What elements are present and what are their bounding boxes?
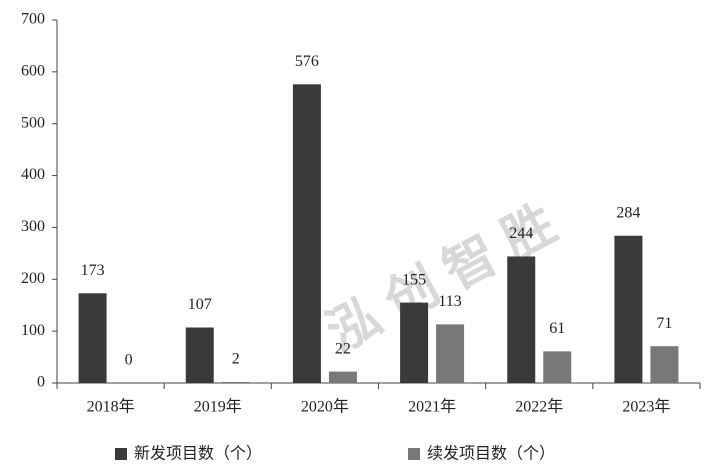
bar <box>221 381 250 383</box>
value-label: 284 <box>616 204 640 221</box>
bar <box>292 84 321 383</box>
value-label: 244 <box>509 225 533 242</box>
y-tick-label: 100 <box>21 322 45 339</box>
value-label: 71 <box>656 315 672 332</box>
x-tick-label: 2018年 <box>87 398 135 416</box>
bar <box>78 293 107 383</box>
bar <box>185 327 214 383</box>
bar <box>436 324 465 383</box>
value-label: 113 <box>438 293 461 310</box>
value-label: 576 <box>295 53 319 70</box>
y-tick-label: 0 <box>37 374 45 391</box>
value-label: 22 <box>335 340 351 357</box>
bar <box>507 256 536 383</box>
y-tick-label: 200 <box>21 270 45 287</box>
x-tick-label: 2022年 <box>515 398 563 416</box>
value-label: 155 <box>402 271 426 288</box>
legend-swatch <box>408 448 420 460</box>
bar <box>543 351 572 383</box>
x-tick-label: 2021年 <box>408 398 456 416</box>
bar <box>328 371 357 383</box>
x-tick-label: 2019年 <box>194 398 242 416</box>
y-tick-label: 500 <box>21 114 45 131</box>
legend-label: 续发项目数（个） <box>427 445 555 463</box>
y-tick-label: 300 <box>21 218 45 235</box>
bar <box>650 346 679 383</box>
y-tick-label: 400 <box>21 166 45 183</box>
value-label: 173 <box>81 262 105 279</box>
x-tick-label: 2023年 <box>622 398 670 416</box>
value-label: 107 <box>188 296 212 313</box>
value-label: 0 <box>125 352 133 369</box>
value-label: 2 <box>232 351 240 368</box>
legend-label: 新发项目数（个） <box>134 445 262 463</box>
bar <box>400 302 429 383</box>
bar <box>614 235 643 383</box>
y-tick-label: 600 <box>21 63 45 80</box>
value-label: 61 <box>549 320 565 337</box>
y-tick-label: 700 <box>21 11 45 28</box>
legend-swatch <box>115 448 127 460</box>
x-tick-label: 2020年 <box>301 398 349 416</box>
